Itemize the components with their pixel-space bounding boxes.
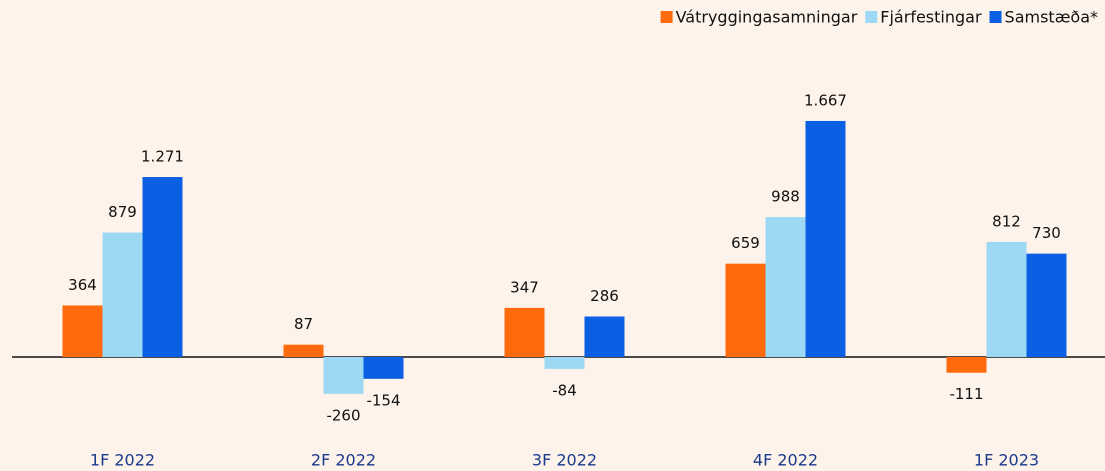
x-tick-label: 1F 2022 bbox=[90, 451, 155, 470]
data-label: -111 bbox=[949, 385, 983, 403]
bar bbox=[323, 357, 364, 394]
legend-swatch bbox=[660, 11, 673, 23]
data-label: 87 bbox=[294, 315, 313, 333]
legend-label: Fjárfestingar bbox=[880, 8, 982, 27]
data-label: 1.271 bbox=[141, 148, 184, 166]
data-label: -84 bbox=[552, 381, 577, 399]
x-tick-label: 2F 2022 bbox=[311, 451, 376, 470]
legend: Vátryggingasamningar Fjárfestingar Samstæð… bbox=[660, 8, 1098, 27]
bar bbox=[986, 242, 1027, 357]
x-tick-label: 3F 2022 bbox=[532, 451, 597, 470]
legend-swatch bbox=[989, 11, 1002, 23]
data-label: 286 bbox=[590, 287, 619, 305]
data-label: -260 bbox=[326, 406, 360, 424]
bar bbox=[363, 357, 404, 379]
legend-label: Vátryggingasamningar bbox=[676, 8, 858, 27]
bar bbox=[283, 344, 324, 357]
bar bbox=[1026, 253, 1067, 357]
data-label: 347 bbox=[510, 278, 539, 296]
bar bbox=[142, 177, 183, 357]
bar bbox=[584, 316, 625, 357]
bar bbox=[946, 357, 987, 373]
data-label: 730 bbox=[1032, 224, 1061, 242]
data-label: 812 bbox=[992, 213, 1021, 231]
bar bbox=[805, 120, 846, 358]
x-tick-label: 4F 2022 bbox=[753, 451, 818, 470]
legend-swatch bbox=[865, 11, 878, 23]
data-label: 364 bbox=[68, 276, 97, 294]
bar bbox=[725, 263, 766, 357]
legend-label: Samstæða* bbox=[1005, 8, 1098, 27]
bar bbox=[62, 305, 103, 357]
bar bbox=[765, 217, 806, 357]
data-label: -154 bbox=[366, 391, 400, 409]
bar bbox=[504, 307, 545, 357]
bar bbox=[102, 232, 143, 357]
data-label: 1.667 bbox=[804, 91, 847, 109]
data-label: 988 bbox=[771, 188, 800, 206]
data-label: 659 bbox=[731, 234, 760, 252]
data-label: 879 bbox=[108, 203, 137, 221]
bar bbox=[544, 357, 585, 369]
x-tick-label: 1F 2023 bbox=[974, 451, 1039, 470]
